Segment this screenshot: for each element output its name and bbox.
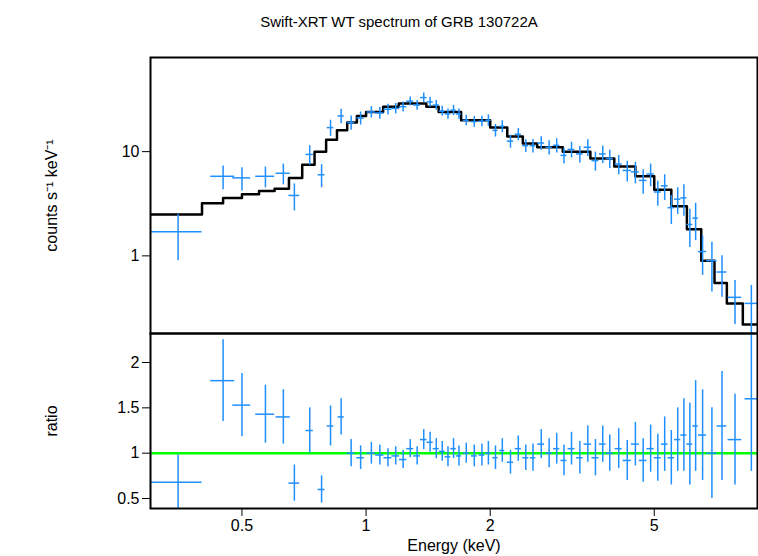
svg-text:0.5: 0.5 <box>117 490 139 507</box>
svg-text:1: 1 <box>131 247 140 264</box>
svg-text:10: 10 <box>122 143 140 160</box>
svg-text:Energy (keV): Energy (keV) <box>407 537 500 554</box>
svg-text:1.5: 1.5 <box>117 399 139 416</box>
svg-text:1: 1 <box>362 517 371 534</box>
svg-text:1: 1 <box>131 444 140 461</box>
svg-text:5: 5 <box>650 517 659 534</box>
svg-text:2: 2 <box>486 517 495 534</box>
svg-text:0.5: 0.5 <box>231 517 253 534</box>
svg-text:counts s⁻¹ keV⁻¹: counts s⁻¹ keV⁻¹ <box>43 139 60 251</box>
svg-text:2: 2 <box>131 354 140 371</box>
svg-text:ratio: ratio <box>43 405 60 436</box>
html-text:Swift-XRT WT spectrum of GRB 1: Swift-XRT WT spectrum of GRB 130722A <box>260 13 538 30</box>
